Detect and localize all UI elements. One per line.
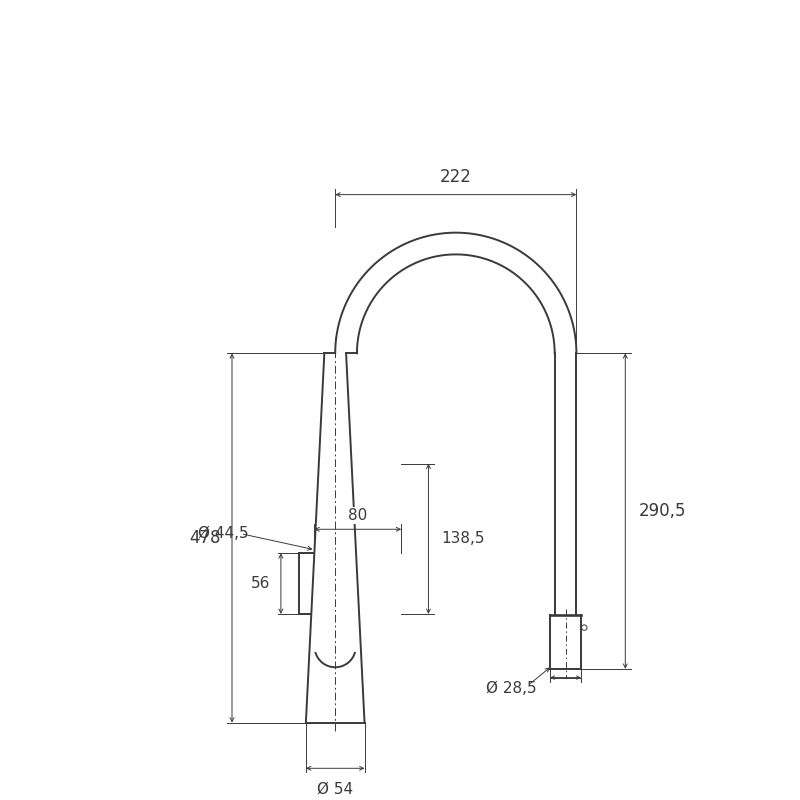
Text: 80: 80 bbox=[348, 508, 367, 522]
Text: Ø 28,5: Ø 28,5 bbox=[486, 681, 536, 696]
Text: 478: 478 bbox=[190, 529, 221, 547]
Text: Ø 44,5: Ø 44,5 bbox=[198, 526, 249, 541]
Text: 56: 56 bbox=[250, 576, 270, 591]
Text: Ø 54: Ø 54 bbox=[317, 782, 354, 796]
Text: 222: 222 bbox=[440, 168, 472, 186]
Text: 290,5: 290,5 bbox=[638, 502, 686, 520]
Text: 138,5: 138,5 bbox=[442, 531, 485, 546]
